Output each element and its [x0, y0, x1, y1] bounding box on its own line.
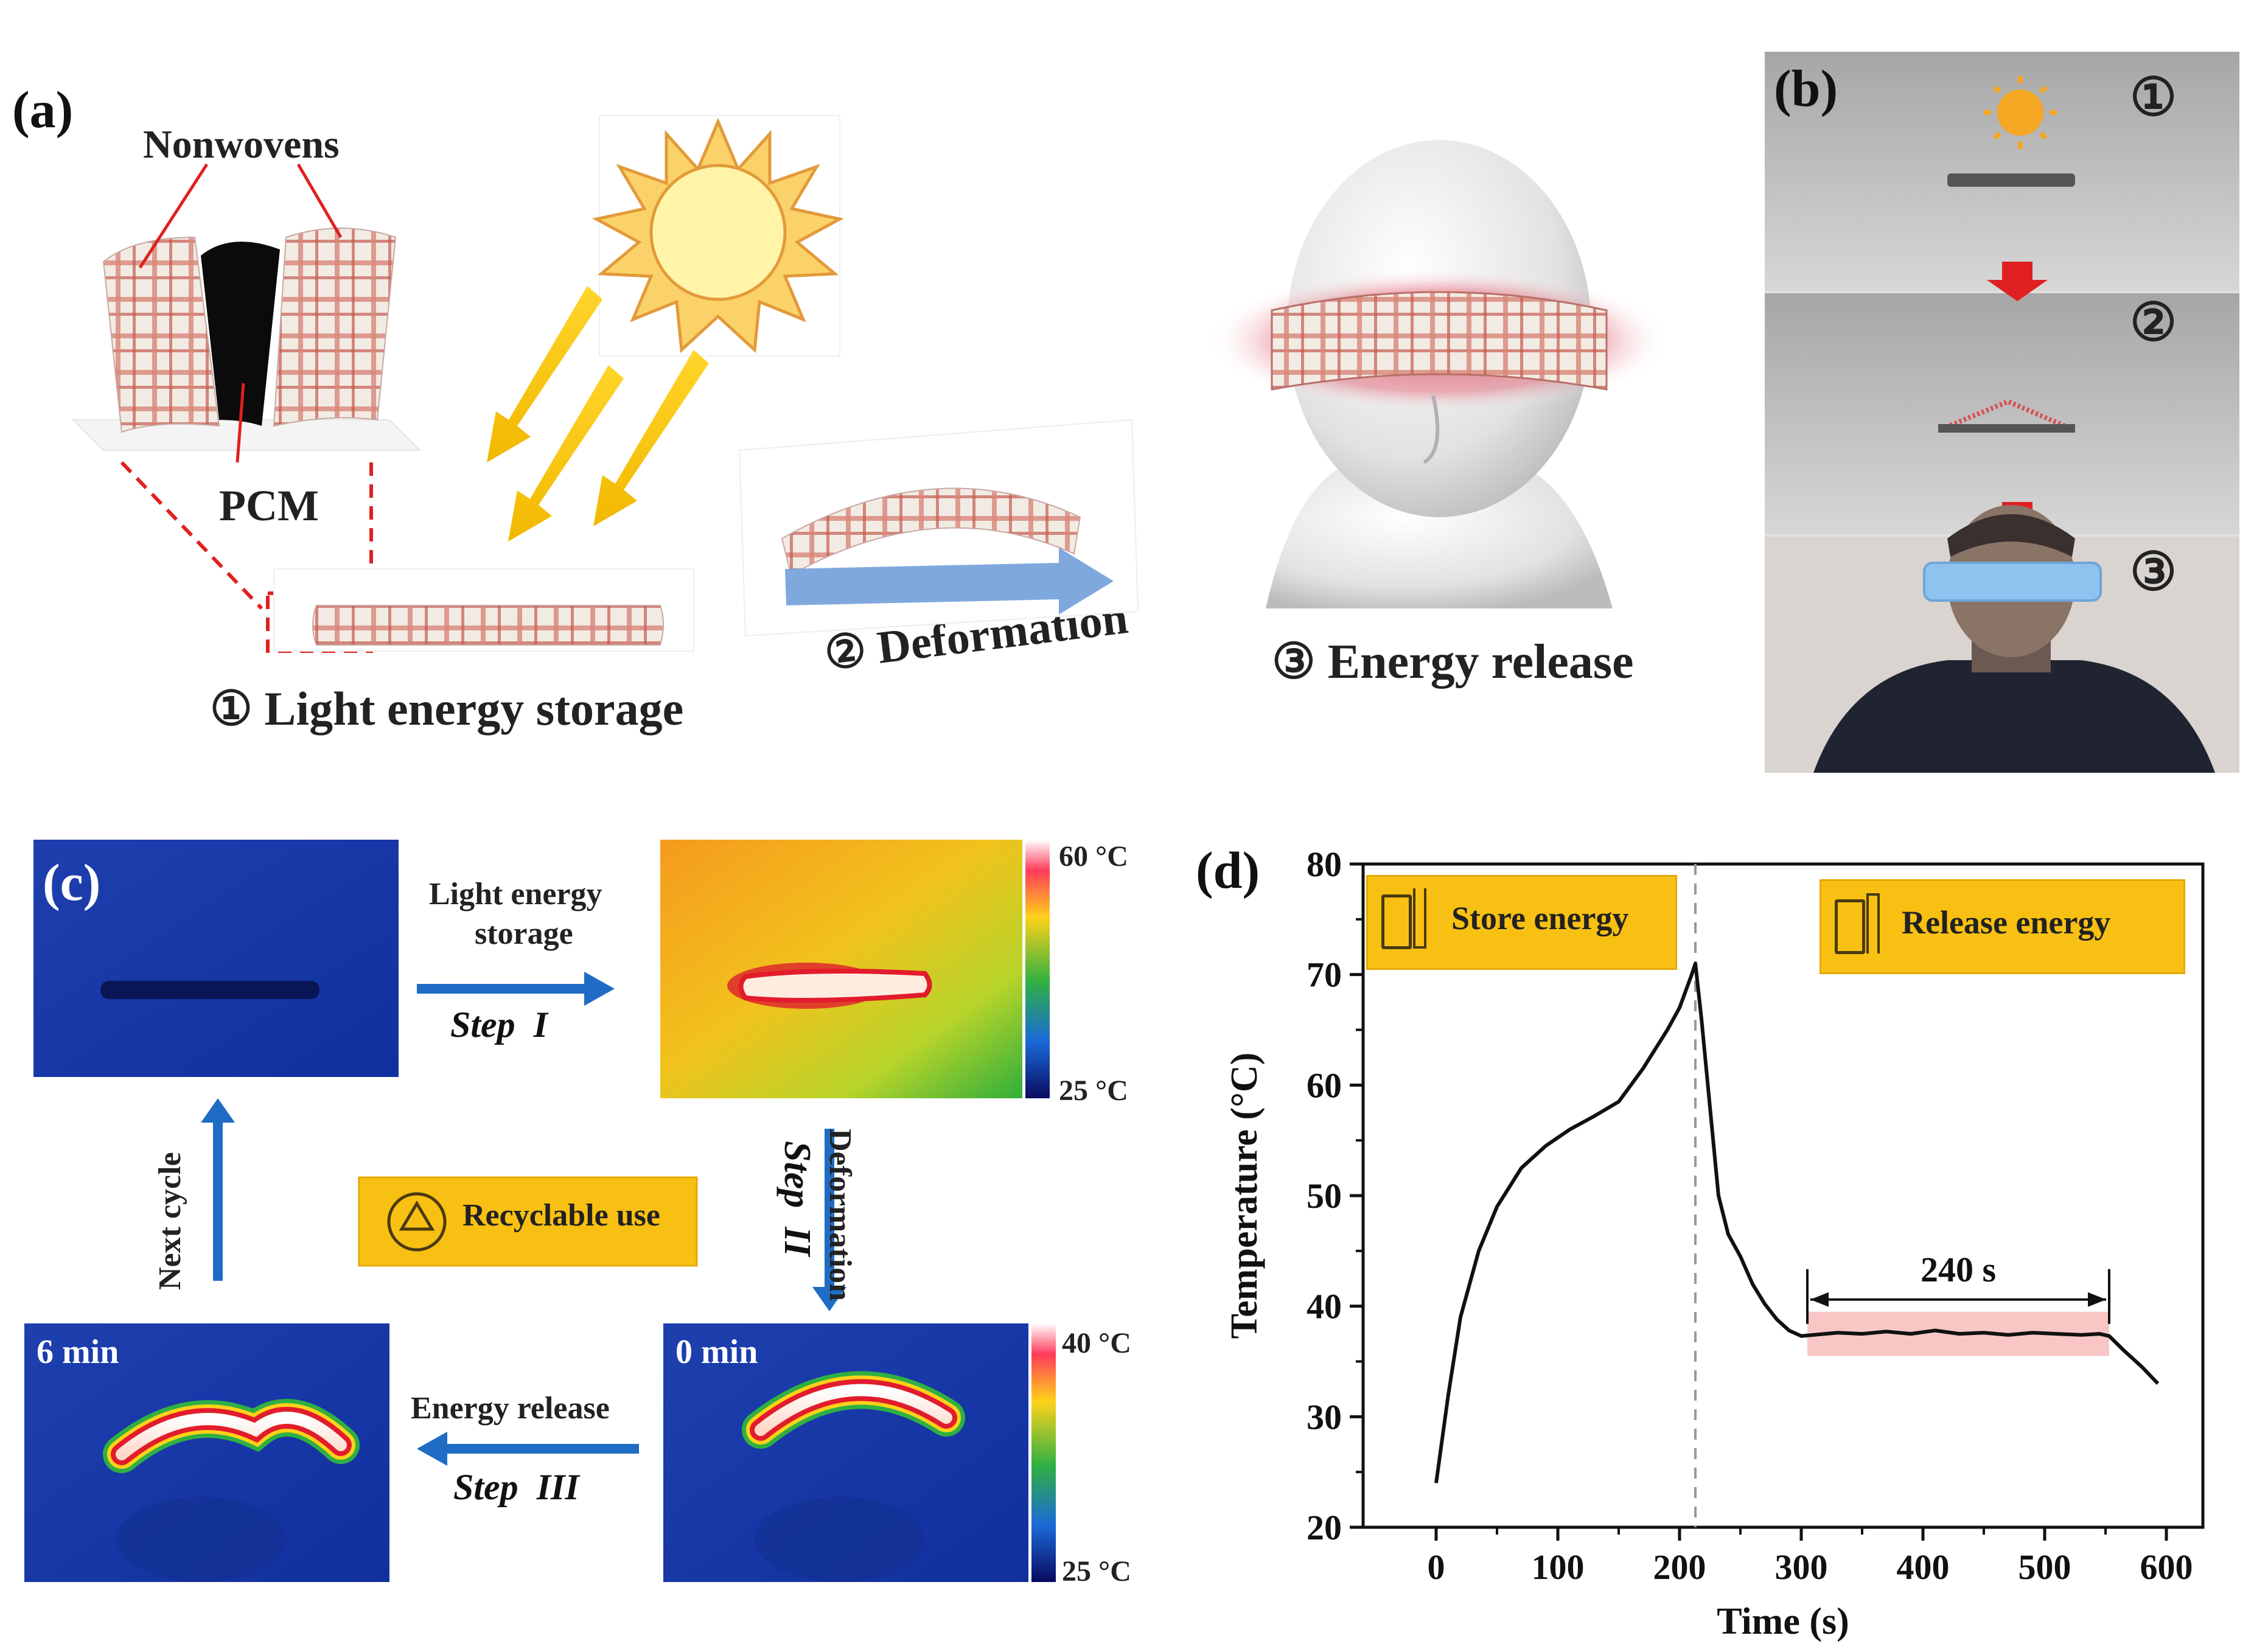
x-tick-label: 600	[2140, 1547, 2193, 1587]
next-cycle-label: Next cycle	[153, 1152, 187, 1290]
panel-c-thermal-cycle	[24, 840, 1056, 1582]
panel-a-illustration	[71, 115, 1670, 653]
flat-strip	[273, 568, 694, 652]
panel-b-label: (b)	[1774, 59, 1838, 117]
panel-d-chart: 0 100 200 300 400 500 600 20 30 40 50 60 70 80 Time (s…	[1224, 845, 2205, 1642]
y-tick-label: 70	[1307, 955, 1342, 995]
x-tick-label: 100	[1532, 1547, 1585, 1587]
y-tick-label: 30	[1307, 1397, 1342, 1437]
y-tick-label: 60	[1307, 1065, 1342, 1105]
step-iii-label: Step III	[453, 1467, 579, 1507]
arrow-down-icon	[1866, 893, 1880, 953]
x-axis-label: Time (s)	[1717, 1601, 1849, 1642]
strip-cold	[100, 981, 319, 999]
color-scale-2	[1031, 1323, 1056, 1582]
span-arrow-left	[1810, 1292, 1829, 1307]
sun-icon	[591, 115, 845, 357]
step3-label: ③ Energy release	[1272, 635, 1634, 689]
y-tick-label: 80	[1307, 845, 1342, 884]
store-energy-label: Store energy	[1451, 900, 1629, 936]
layered-sheet-assembly	[71, 228, 422, 451]
release-energy-badge	[1820, 879, 2185, 974]
span-label: 240 s	[1921, 1250, 1996, 1289]
step-i-label: Step I	[450, 1005, 548, 1045]
step-ii-label: Step II	[776, 1141, 818, 1256]
light-storage-line1: Light energy	[429, 877, 602, 911]
arrow-up-icon	[1413, 888, 1426, 949]
panel-c-label: (c)	[43, 853, 101, 911]
step1-label: ① Light energy storage	[210, 682, 684, 735]
scale1-min: 25 °C	[1059, 1075, 1128, 1107]
small-sun-icon	[1984, 76, 2057, 149]
battery-up-icon	[1381, 894, 1412, 949]
time-0min: 0 min	[675, 1333, 758, 1371]
x-tick-label: 500	[2019, 1547, 2071, 1587]
x-tick-label: 400	[1897, 1547, 1950, 1587]
scale2-max: 40 °C	[1062, 1327, 1131, 1359]
recycle-icon	[387, 1192, 447, 1252]
light-arrows	[487, 286, 709, 542]
battery-down-icon	[1835, 899, 1865, 954]
mannequin-head	[1208, 140, 1670, 608]
scale1-max: 60 °C	[1059, 840, 1128, 873]
time-6min: 6 min	[37, 1333, 119, 1371]
y-tick-label: 50	[1307, 1176, 1342, 1216]
span-arrow-right	[2088, 1292, 2106, 1307]
color-scale-1	[1025, 840, 1050, 1098]
scale2-min: 25 °C	[1062, 1555, 1131, 1588]
panel-b-step2: ②	[2130, 293, 2177, 352]
recyclable-label: Recyclable use	[462, 1198, 660, 1233]
nonwovens-label: Nonwovens	[143, 122, 340, 167]
thermal-image-initial	[33, 840, 399, 1077]
recyclable-badge	[358, 1176, 698, 1267]
curved-strip	[738, 419, 1139, 637]
light-storage-line2: storage	[475, 916, 573, 951]
energy-release-label: Energy release	[411, 1391, 610, 1426]
y-tick-label: 20	[1307, 1508, 1342, 1547]
y-tick-label: 40	[1307, 1287, 1342, 1326]
panel-b-step3: ③	[2130, 543, 2177, 601]
y-axis-label: Temperature (°C)	[1224, 1053, 1265, 1339]
cycle-arrows	[201, 972, 846, 1466]
nonwovens-pointers	[138, 163, 343, 463]
panel-d-label: (d)	[1196, 841, 1260, 899]
temperature-line	[1434, 961, 2160, 1483]
deformation-vertical: Deformation	[823, 1129, 857, 1302]
x-tick-label: 200	[1653, 1547, 1706, 1587]
release-energy-label: Release energy	[1902, 904, 2111, 941]
x-tick-label: 300	[1775, 1547, 1828, 1587]
panel-a-label: (a)	[12, 80, 74, 139]
panel-b-photo	[1765, 52, 2239, 773]
pcm-label: PCM	[219, 481, 319, 530]
x-tick-label: 0	[1428, 1547, 1445, 1587]
store-energy-badge	[1366, 875, 1677, 970]
mannequin-person	[1813, 505, 2215, 773]
panel-b-step1: ①	[2130, 68, 2177, 127]
